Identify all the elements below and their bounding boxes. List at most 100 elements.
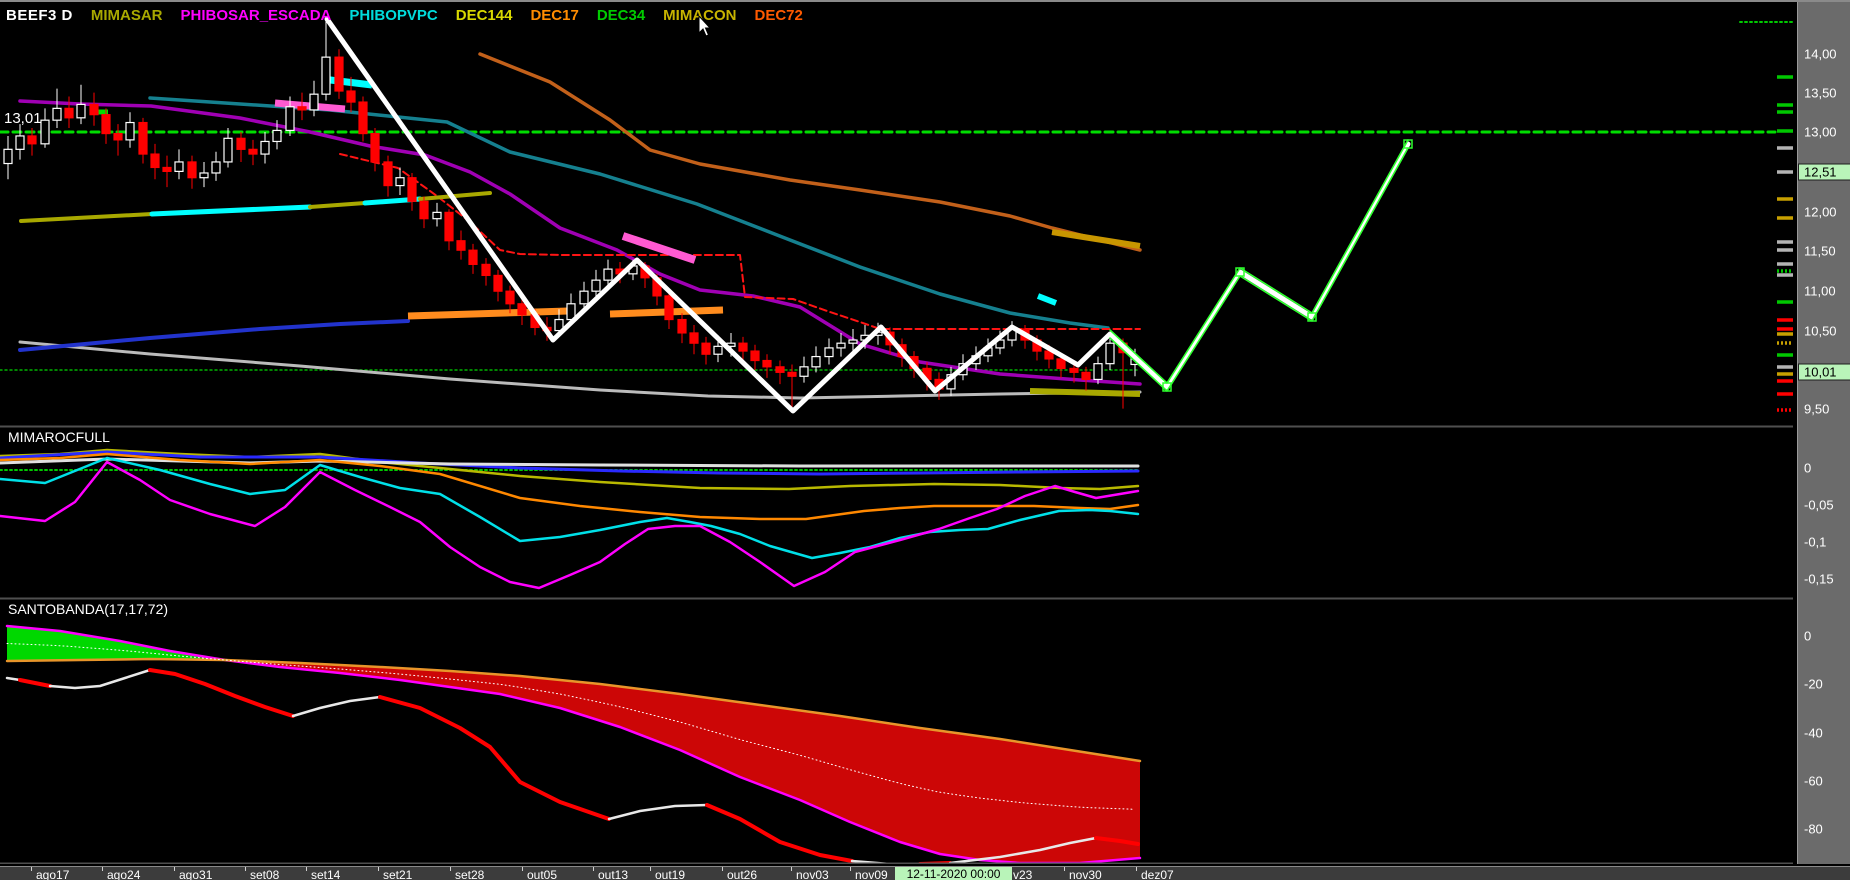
time-axis-label-set21: set21	[383, 868, 413, 880]
candle-bull	[223, 137, 233, 163]
candle-bull	[848, 339, 858, 344]
price-axis-label: 11,50	[1804, 243, 1836, 259]
time-axis-tick	[1136, 867, 1137, 871]
time-axis-tick	[102, 867, 103, 871]
indicator-label-phibopvpc[interactable]: PHIBOPVPC	[349, 6, 438, 24]
candle-bear	[236, 137, 246, 150]
price-axis-label: -0,15	[1804, 571, 1834, 587]
santo-centerline	[6, 643, 1133, 810]
zigzag-marker	[1403, 139, 1413, 149]
candle-bear	[517, 303, 527, 316]
phibosar-segment	[621, 232, 697, 264]
candle-bull	[52, 107, 62, 121]
indicator-label-dec144[interactable]: DEC144	[455, 6, 513, 24]
candle-bear	[1069, 367, 1079, 373]
candle-bull	[285, 106, 295, 132]
time-axis-tick	[791, 867, 792, 871]
santo-signal	[705, 803, 854, 863]
candle-bear	[64, 107, 74, 119]
candle-bull	[3, 148, 13, 165]
mimasar-segment	[418, 191, 492, 201]
time-axis-label-nov30: nov30	[1069, 868, 1102, 880]
candle-bear	[334, 56, 344, 92]
phibosar-segment	[407, 307, 569, 320]
candle-bull	[554, 318, 564, 332]
chart-plot-area[interactable]	[0, 2, 1793, 864]
candle-bear	[456, 240, 466, 251]
time-axis-label-out26: out26	[727, 868, 758, 880]
candle-bear	[370, 132, 380, 163]
santo-red-band	[225, 660, 1140, 863]
candle-bear	[1056, 358, 1066, 370]
time-axis-tick	[245, 867, 246, 871]
candle-bear	[89, 103, 99, 116]
price-axis[interactable]: 14,00 13,50 13,00 12,51 12,00 11,50 11,00 10,50…	[1797, 2, 1850, 864]
candle-bear	[505, 290, 515, 305]
candle-bull	[591, 279, 601, 292]
indicator-label-dec72[interactable]: DEC72	[754, 6, 803, 24]
phibosar-segment	[1029, 388, 1141, 397]
time-axis-label-nov03: nov03	[796, 868, 829, 880]
candle-bull	[309, 93, 319, 111]
candle-bear	[162, 166, 172, 173]
santo-signal	[48, 668, 152, 690]
candle-bull	[272, 129, 282, 143]
candle-bull	[76, 103, 86, 119]
mouse-cursor-icon	[698, 16, 712, 37]
selected-date-badge: 12-11-2020 00:00	[895, 867, 1012, 880]
roc-magenta	[0, 460, 1140, 590]
mimasar-segment	[19, 212, 154, 223]
time-axis-label-v23: v23	[1013, 868, 1033, 880]
time-axis-tick	[722, 867, 723, 871]
price-axis-label: 11,00	[1804, 283, 1836, 299]
time-axis-label-nov09: nov09	[855, 868, 888, 880]
roc-cyan	[0, 456, 1140, 560]
price-axis-label: 10,50	[1804, 323, 1837, 339]
candle-bull	[432, 211, 442, 220]
santo-signal	[607, 803, 709, 821]
candle-bull	[603, 268, 613, 281]
roc-yellow	[0, 448, 1140, 491]
santo-signal	[850, 859, 922, 864]
time-axis-tick	[522, 867, 523, 871]
candle-bull	[811, 355, 821, 368]
time-axis-label-set08: set08	[250, 868, 280, 880]
santo-upper-edge	[5, 624, 1142, 864]
candle-bear	[407, 177, 417, 202]
indicator-label-mimasar[interactable]: MIMASAR	[90, 6, 163, 24]
santo-signal	[1094, 836, 1140, 846]
time-axis[interactable]: 12-11-2020 00:00 ago17 ago24 ago31 set08 set…	[0, 866, 1850, 880]
price-axis-highlight-label: 12,51	[1798, 163, 1850, 181]
price-axis-label: 14,00	[1804, 46, 1837, 62]
candle-bear	[468, 249, 478, 265]
indicator-label-dec17[interactable]: DEC17	[530, 6, 579, 24]
sar-red-dashed	[339, 153, 1141, 330]
price-axis-label: 13,00	[1804, 124, 1837, 140]
candle-bull	[579, 290, 589, 305]
roc-white	[0, 457, 1140, 468]
price-axis-label: -60	[1804, 773, 1823, 789]
candle-bull	[836, 342, 846, 349]
candle-bear	[444, 211, 454, 242]
candle-bear	[481, 263, 491, 277]
time-axis-label-out13: out13	[598, 868, 629, 880]
price-axis-label: 0	[1804, 628, 1812, 644]
candle-bear	[346, 90, 356, 103]
candle-bull	[1105, 342, 1115, 365]
santo-signal	[148, 668, 295, 718]
candle-bear	[775, 366, 785, 373]
candle-bear	[248, 148, 258, 155]
indicator-label-mimacon[interactable]: MIMACON	[663, 6, 737, 24]
time-axis-tick	[174, 867, 175, 871]
candle-bear	[689, 332, 699, 344]
candle-bear	[187, 161, 197, 179]
roc-blue	[0, 450, 1140, 476]
time-axis-label-out19: out19	[655, 868, 686, 880]
candle-bull	[824, 347, 834, 358]
time-axis-label-ago31: ago31	[179, 868, 213, 880]
indicator-label-dec34[interactable]: DEC34	[596, 6, 646, 24]
panel-label-mimarocfull: MIMAROCFULL	[8, 429, 110, 445]
indicator-label-phibosar_escada[interactable]: PHIBOSAR_ESCADA	[180, 6, 332, 24]
candle-bull	[799, 366, 809, 377]
